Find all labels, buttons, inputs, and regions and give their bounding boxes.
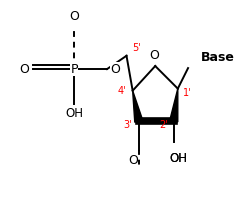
Text: P: P <box>70 63 78 76</box>
Text: 5': 5' <box>133 43 141 53</box>
Text: O: O <box>150 49 159 62</box>
Text: OH: OH <box>170 152 188 165</box>
Text: 4': 4' <box>118 86 127 96</box>
Text: OH: OH <box>65 107 83 120</box>
Text: OH: OH <box>170 152 188 165</box>
Text: O: O <box>69 10 79 23</box>
Text: Base: Base <box>200 51 234 64</box>
Text: O: O <box>129 154 139 167</box>
Text: O: O <box>19 63 29 76</box>
Text: 1': 1' <box>183 88 192 98</box>
Polygon shape <box>170 89 178 122</box>
Text: 3': 3' <box>123 120 132 130</box>
Text: O: O <box>110 63 120 76</box>
Text: 2': 2' <box>159 120 167 130</box>
Polygon shape <box>133 91 143 122</box>
